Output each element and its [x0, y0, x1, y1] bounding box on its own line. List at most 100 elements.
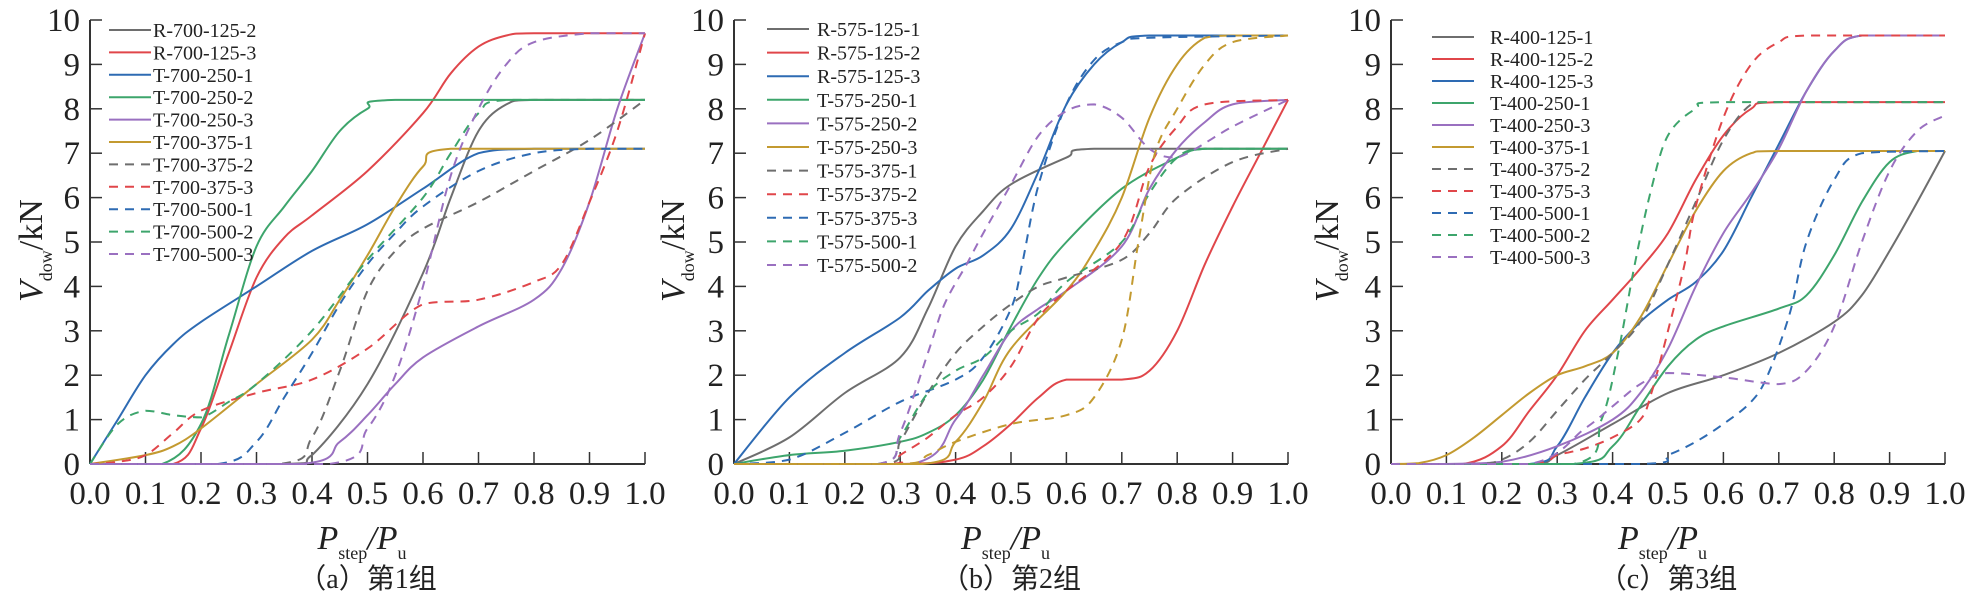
legend-label: T-700-500-3 — [153, 244, 253, 266]
y-tick-label: 5 — [708, 225, 725, 261]
panel-a: 0 1 2 3 4 5 6 7 8 9 10 0.0 0.1 0.2 0.3 0.4 0.5 0.6 0.7 0.8 0… — [13, 3, 666, 595]
x-tick-label: 0.8 — [1157, 476, 1198, 512]
legend-label: T-700-375-2 — [153, 154, 253, 176]
y-tick-label: 7 — [64, 136, 81, 172]
y-label-unit: /kN — [655, 199, 692, 250]
x-label-sep: /P — [1009, 520, 1041, 557]
y-tick-label: 2 — [64, 358, 81, 394]
panel-caption: （c）第3组 — [1599, 563, 1737, 595]
x-tick-label: 0.6 — [1703, 476, 1744, 512]
y-label-sub: dow — [678, 250, 698, 281]
series-line-T-700-500-1 — [89, 147, 645, 466]
x-tick-label: 0.5 — [1647, 476, 1688, 512]
series-line-T-700-250-1 — [89, 147, 645, 465]
panel-caption: （b）第2组 — [941, 563, 1081, 595]
series-line-T-575-375-3 — [733, 34, 1289, 465]
series-line-R-575-125-1 — [733, 147, 1288, 465]
y-axis-label: Vdow/kN — [1309, 199, 1352, 302]
x-label-sub2: u — [1698, 543, 1707, 563]
series-line-T-400-250-3 — [1390, 34, 1945, 465]
legend-label: T-400-500-3 — [1490, 247, 1590, 269]
legend-label: T-400-375-3 — [1490, 181, 1590, 203]
x-tick-label: 1.0 — [1267, 476, 1308, 512]
x-tick-label: 0.7 — [458, 476, 499, 512]
series-line-T-400-375-1 — [1390, 149, 1945, 465]
series-line-T-575-375-2 — [733, 98, 1289, 466]
x-tick-label: 0.3 — [1537, 476, 1578, 512]
series-line-T-400-375-2 — [1390, 101, 1945, 466]
series-line-T-700-375-2 — [89, 99, 646, 466]
legend-label: R-400-125-2 — [1490, 49, 1593, 71]
x-tick-label: 0.1 — [769, 476, 810, 512]
series-line-R-400-125-2 — [1390, 101, 1945, 465]
legend-label: R-700-125-2 — [153, 20, 256, 42]
y-label-sub: dow — [36, 250, 56, 281]
legend-label: R-575-125-2 — [817, 43, 920, 65]
x-tick-label: 1.0 — [624, 476, 665, 512]
y-tick-label: 3 — [1365, 314, 1382, 350]
y-tick-label: 6 — [708, 181, 725, 217]
series-line-T-400-500-1 — [1390, 150, 1946, 465]
y-tick-label: 8 — [64, 92, 81, 128]
x-tick-label: 0.2 — [1481, 476, 1522, 512]
y-tick-label: 5 — [64, 225, 81, 261]
y-tick-label: 9 — [64, 47, 81, 83]
legend-label: T-575-375-1 — [817, 161, 917, 183]
legend-label: T-400-375-1 — [1490, 137, 1590, 159]
legend-label: T-400-250-1 — [1490, 93, 1590, 115]
x-tick-label: 0.3 — [236, 476, 277, 512]
x-label-sub2: u — [1041, 543, 1050, 563]
x-tick-label: 0.9 — [569, 476, 610, 512]
series-line-T-700-250-3 — [89, 32, 646, 466]
y-tick-label: 4 — [64, 269, 81, 305]
y-tick-label: 4 — [1365, 269, 1382, 305]
y-tick-label: 2 — [1365, 358, 1382, 394]
x-tick-label: 0.0 — [69, 476, 110, 512]
series-line-T-400-500-3 — [1390, 114, 1946, 466]
series-line-T-400-500-2 — [1390, 101, 1945, 466]
x-tick-label: 0.9 — [1212, 476, 1253, 512]
x-tick-label: 0.6 — [1046, 476, 1087, 512]
x-tick-label: 0.4 — [1592, 476, 1633, 512]
legend-label: T-575-375-2 — [817, 184, 917, 206]
panel-caption: （a）第1组 — [298, 563, 436, 595]
y-axis-label: Vdow/kN — [13, 199, 56, 302]
x-label-main: P — [1617, 520, 1639, 557]
x-tick-label: 0.0 — [713, 476, 754, 512]
x-label-sub: step — [1639, 543, 1668, 563]
x-tick-label: 0.1 — [125, 476, 166, 512]
legend-label: T-700-500-2 — [153, 222, 253, 244]
x-tick-label: 1.0 — [1924, 476, 1965, 512]
y-tick-label: 6 — [64, 181, 81, 217]
x-tick-label: 0.5 — [990, 476, 1031, 512]
series-line-T-575-500-2 — [733, 99, 1289, 466]
x-tick-label: 0.2 — [824, 476, 865, 512]
y-label-unit: /kN — [1309, 199, 1346, 250]
legend-label: R-400-125-1 — [1490, 27, 1593, 49]
x-tick-label: 0.3 — [880, 476, 921, 512]
y-tick-label: 1 — [708, 403, 725, 439]
x-tick-label: 0.7 — [1101, 476, 1142, 512]
x-label-sub2: u — [398, 543, 407, 563]
y-tick-label: 2 — [708, 358, 725, 394]
y-tick-label: 0 — [64, 447, 81, 483]
series-line-T-400-375-3 — [1390, 34, 1945, 466]
legend-label: R-700-125-3 — [153, 42, 256, 64]
legend-label: T-575-250-2 — [817, 113, 917, 135]
series-line-T-700-500-2 — [89, 98, 645, 465]
y-axis-label: Vdow/kN — [655, 199, 698, 302]
y-tick-label: 9 — [708, 47, 725, 83]
y-tick-label: 3 — [64, 314, 81, 350]
panel-c: 0 1 2 3 4 5 6 7 8 9 10 0.0 0.1 0.2 0.3 0.4 0.5 0.6 0.7 0.8 0… — [1309, 3, 1966, 595]
y-tick-label: 1 — [64, 403, 81, 439]
x-tick-label: 0.2 — [180, 476, 221, 512]
legend-label: T-700-250-2 — [153, 87, 253, 109]
x-label-main: P — [960, 520, 982, 557]
legend-label: T-700-375-3 — [153, 177, 253, 199]
panel-b: 0 1 2 3 4 5 6 7 8 9 10 0.0 0.1 0.2 0.3 0.4 0.5 0.6 0.7 0.8 0… — [655, 3, 1309, 595]
x-tick-label: 0.6 — [402, 476, 443, 512]
legend-label: T-575-375-3 — [817, 208, 917, 230]
series-line-T-575-250-3 — [733, 34, 1288, 466]
legend-label: T-575-500-2 — [817, 255, 917, 277]
x-label-main: P — [317, 520, 339, 557]
